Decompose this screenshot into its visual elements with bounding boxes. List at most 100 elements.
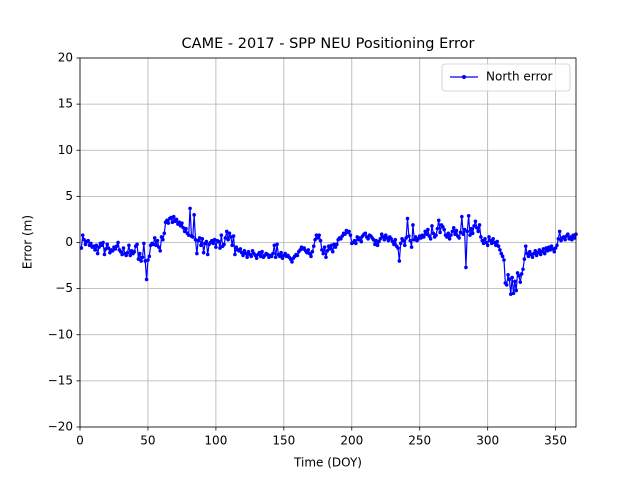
data-point bbox=[257, 250, 262, 255]
data-point bbox=[525, 251, 529, 256]
data-point bbox=[383, 233, 388, 237]
data-point bbox=[355, 235, 360, 239]
data-point bbox=[559, 238, 563, 243]
data-point bbox=[139, 259, 143, 263]
data-point bbox=[223, 236, 228, 240]
data-point bbox=[147, 254, 152, 259]
data-point bbox=[506, 272, 510, 277]
data-point bbox=[196, 238, 201, 243]
data-point bbox=[317, 233, 321, 237]
data-point bbox=[436, 218, 441, 223]
data-point bbox=[89, 241, 93, 246]
data-point bbox=[127, 243, 131, 248]
data-point bbox=[290, 260, 294, 264]
data-point bbox=[377, 239, 381, 244]
data-point bbox=[371, 237, 376, 242]
data-point bbox=[496, 244, 501, 248]
data-point bbox=[140, 255, 145, 260]
data-point bbox=[320, 248, 324, 252]
data-point bbox=[442, 227, 446, 232]
data-point bbox=[522, 257, 527, 261]
data-point bbox=[521, 267, 525, 272]
data-point bbox=[219, 233, 224, 237]
data-point bbox=[106, 246, 111, 250]
data-point bbox=[178, 224, 183, 228]
data-point bbox=[434, 233, 438, 237]
data-point bbox=[340, 234, 345, 238]
data-point bbox=[465, 229, 470, 234]
data-point bbox=[188, 206, 192, 211]
data-point bbox=[197, 236, 202, 240]
data-point bbox=[397, 259, 402, 263]
data-point bbox=[571, 233, 576, 237]
data-point bbox=[113, 247, 118, 251]
data-point bbox=[105, 242, 109, 247]
data-point bbox=[114, 244, 119, 248]
data-point bbox=[265, 252, 270, 257]
data-point bbox=[280, 256, 285, 260]
data-point bbox=[118, 249, 123, 254]
data-point bbox=[279, 250, 283, 255]
data-point bbox=[214, 245, 218, 249]
data-point bbox=[457, 236, 461, 240]
data-point bbox=[101, 240, 105, 245]
data-point bbox=[392, 242, 396, 247]
data-point bbox=[82, 237, 86, 242]
x-tick-label: 300 bbox=[476, 434, 499, 448]
data-point bbox=[389, 237, 393, 241]
data-point bbox=[238, 247, 243, 251]
data-point bbox=[396, 246, 400, 250]
data-point bbox=[393, 237, 398, 242]
data-point bbox=[526, 254, 531, 259]
x-tick-label: 100 bbox=[204, 434, 227, 448]
data-point bbox=[137, 251, 142, 256]
data-point bbox=[205, 252, 210, 257]
data-point bbox=[557, 229, 562, 234]
data-point bbox=[447, 237, 452, 241]
data-point bbox=[313, 237, 317, 242]
data-point bbox=[254, 256, 259, 260]
data-point bbox=[128, 253, 133, 258]
data-point bbox=[211, 241, 215, 246]
data-point bbox=[519, 272, 524, 276]
data-point bbox=[555, 243, 559, 248]
data-point bbox=[272, 243, 277, 248]
data-point bbox=[379, 232, 384, 236]
y-tick-label: 15 bbox=[58, 97, 73, 111]
data-point bbox=[464, 265, 468, 270]
data-point bbox=[318, 238, 323, 243]
data-point bbox=[305, 250, 309, 255]
data-point bbox=[552, 249, 557, 254]
data-point bbox=[199, 243, 203, 248]
data-point bbox=[314, 233, 319, 237]
data-point bbox=[271, 251, 275, 256]
data-point bbox=[375, 243, 380, 248]
data-point bbox=[231, 234, 236, 238]
data-point bbox=[330, 249, 335, 254]
data-point bbox=[218, 246, 222, 250]
data-point bbox=[162, 231, 167, 236]
data-point bbox=[481, 241, 486, 246]
data-point bbox=[402, 243, 407, 248]
data-point bbox=[453, 232, 457, 236]
data-point bbox=[484, 240, 489, 245]
data-point bbox=[79, 246, 84, 250]
data-point bbox=[144, 277, 149, 282]
data-point bbox=[477, 223, 482, 227]
data-point bbox=[398, 241, 403, 246]
data-point bbox=[466, 213, 471, 218]
data-point bbox=[182, 229, 187, 234]
data-point bbox=[419, 236, 423, 240]
data-point bbox=[431, 231, 436, 236]
data-point bbox=[479, 235, 483, 239]
data-point bbox=[487, 235, 491, 239]
data-point bbox=[544, 246, 548, 250]
data-point bbox=[102, 252, 107, 257]
y-tick-label: 0 bbox=[65, 235, 73, 249]
data-point bbox=[498, 248, 502, 252]
data-point bbox=[542, 251, 547, 256]
data-point bbox=[177, 220, 181, 225]
data-point bbox=[250, 249, 255, 253]
data-point bbox=[451, 225, 456, 230]
data-point bbox=[193, 237, 198, 242]
